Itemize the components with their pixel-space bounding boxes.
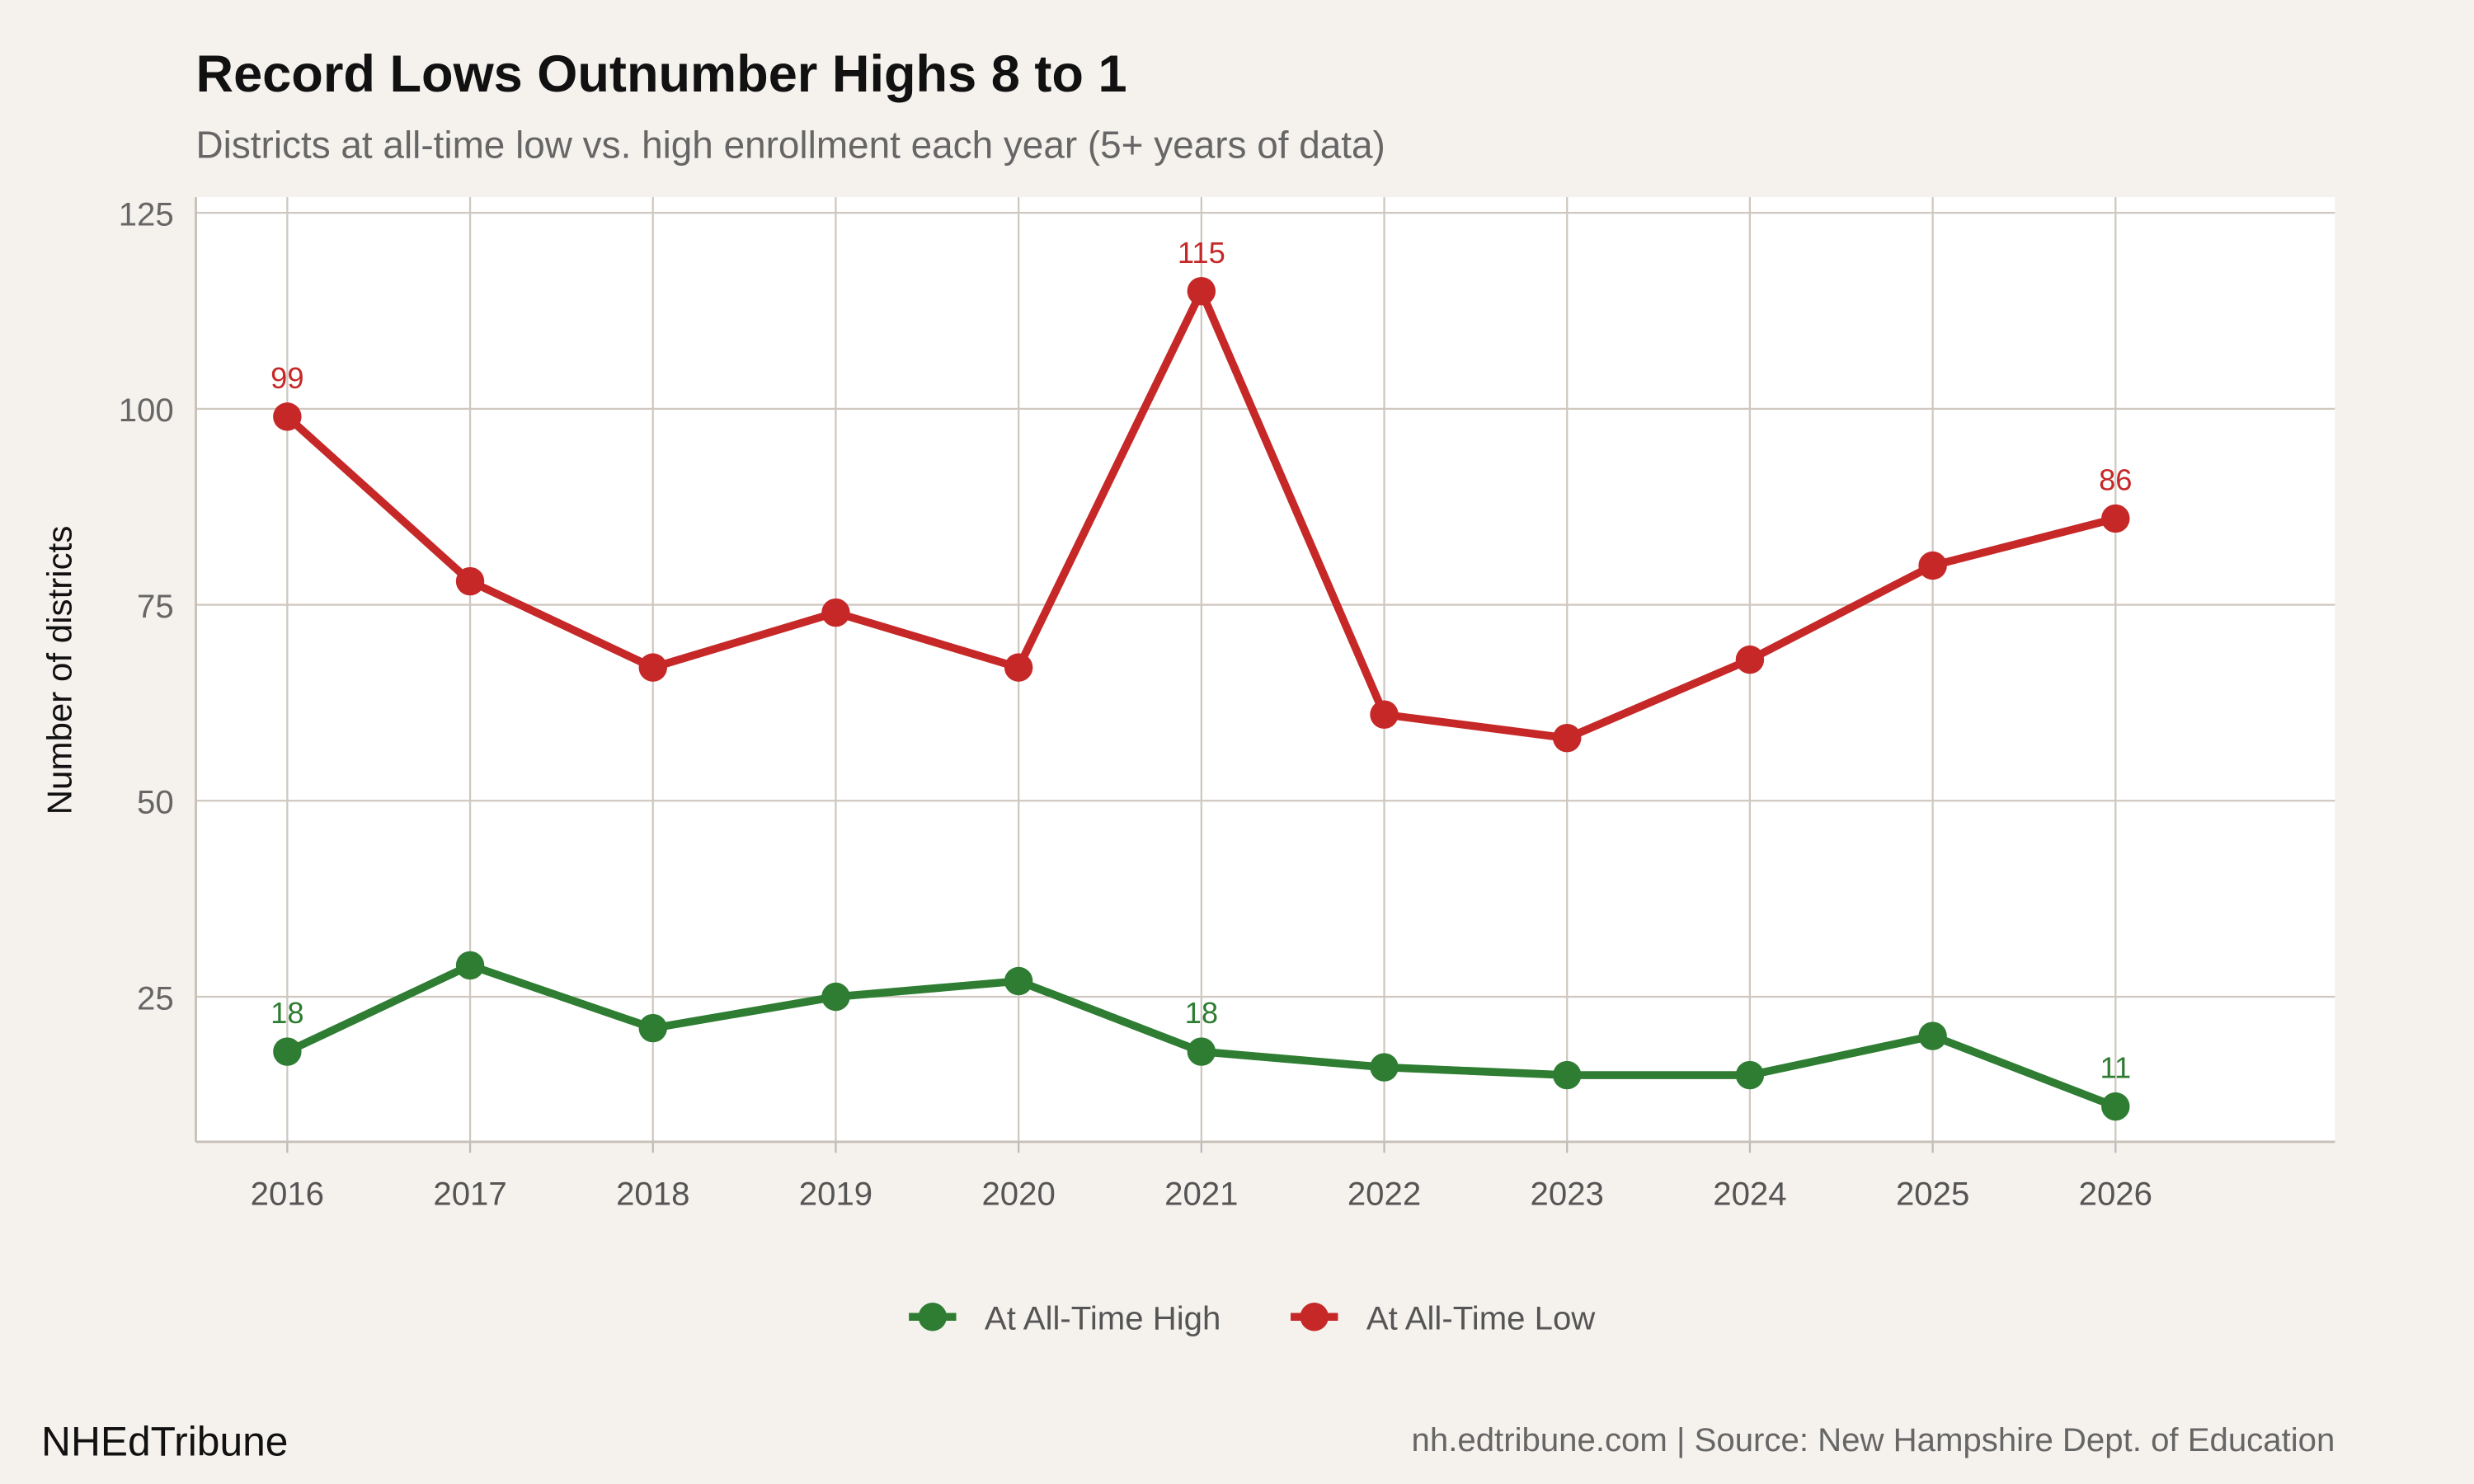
chart-title: Record Lows Outnumber Highs 8 to 1	[196, 45, 1127, 103]
legend-key-point	[918, 1303, 948, 1331]
x-tick-label: 2025	[1896, 1175, 1969, 1212]
legend-label-low: At All-Time Low	[1366, 1300, 1596, 1337]
data-point-high	[1370, 1053, 1399, 1082]
data-point-high	[273, 1037, 302, 1066]
data-point-low	[1187, 276, 1216, 306]
legend: At All-Time High At All-Time Low	[909, 1300, 1596, 1337]
plot-panel	[195, 197, 2335, 1142]
brand-label: NHEdTribune	[41, 1419, 288, 1465]
x-tick-label: 2019	[799, 1175, 872, 1212]
data-point-high	[1918, 1021, 1947, 1050]
data-point-high	[2101, 1092, 2130, 1121]
x-tick-label: 2016	[251, 1175, 324, 1212]
x-tick-label: 2017	[433, 1175, 506, 1212]
data-label-low: 115	[1178, 236, 1225, 270]
data-point-high	[1553, 1060, 1582, 1090]
x-tick-label: 2018	[616, 1175, 689, 1212]
data-label-high: 18	[1185, 996, 1218, 1030]
data-point-high	[821, 982, 850, 1012]
y-tick-label: 25	[137, 979, 174, 1017]
x-tick-label: 2022	[1348, 1175, 1421, 1212]
data-point-low	[1553, 723, 1582, 753]
data-point-low	[1004, 653, 1033, 682]
x-tick-label: 2026	[2079, 1175, 2152, 1212]
x-tick-label: 2021	[1164, 1175, 1238, 1212]
data-label-high: 11	[2100, 1051, 2131, 1085]
data-point-low	[273, 402, 302, 431]
chart-subtitle: Districts at all-time low vs. high enrol…	[196, 123, 1385, 166]
data-label-low: 99	[270, 361, 303, 395]
data-point-low	[2101, 504, 2130, 533]
data-point-high	[455, 951, 485, 980]
data-point-high	[1004, 966, 1033, 996]
y-tick-label: 125	[119, 195, 174, 232]
x-tick-label: 2024	[1713, 1175, 1786, 1212]
y-tick-label: 75	[137, 588, 174, 625]
legend-label-high: At All-Time High	[985, 1300, 1221, 1337]
data-point-low	[821, 598, 850, 627]
data-point-low	[1370, 700, 1399, 729]
data-label-low: 86	[2099, 463, 2132, 497]
source-label: nh.edtribune.com | Source: New Hampshire…	[1412, 1421, 2335, 1458]
y-tick-label: 100	[119, 392, 174, 429]
x-tick-label: 2020	[981, 1175, 1055, 1212]
data-point-high	[1187, 1037, 1216, 1066]
data-point-low	[455, 566, 485, 596]
data-point-high	[638, 1013, 667, 1043]
data-point-low	[638, 653, 667, 682]
data-point-high	[1735, 1060, 1765, 1090]
data-label-high: 18	[270, 996, 303, 1030]
legend-key-point	[1300, 1303, 1329, 1331]
data-point-low	[1735, 645, 1765, 674]
y-tick-label: 50	[137, 784, 174, 821]
y-axis-label: Number of districts	[40, 526, 78, 815]
data-point-low	[1918, 551, 1947, 580]
x-tick-label: 2023	[1531, 1175, 1604, 1212]
